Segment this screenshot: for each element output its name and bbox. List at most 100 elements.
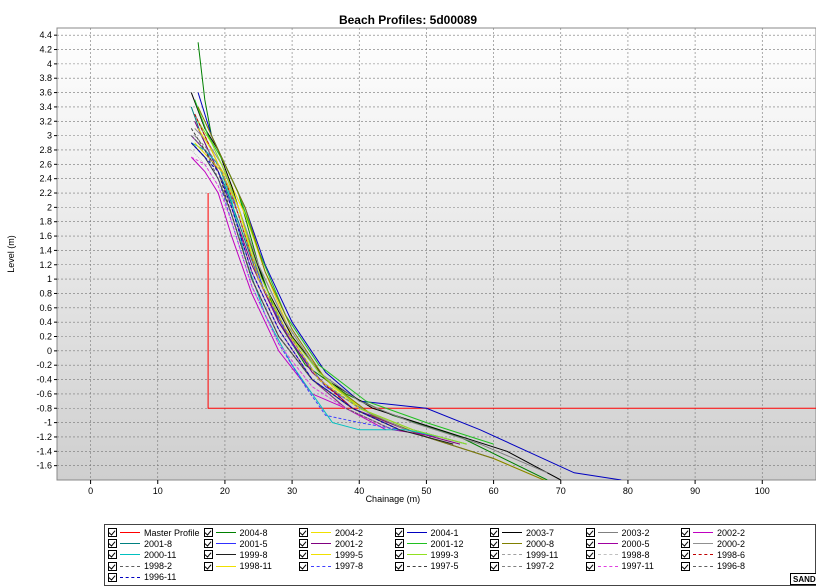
legend-checkbox[interactable] — [394, 561, 404, 571]
legend-label: 1998-2 — [144, 561, 173, 572]
legend-swatch — [215, 543, 236, 545]
legend-item-2001-2[interactable]: 2001-2 — [299, 538, 363, 549]
y-tick-label: 3.4 — [39, 102, 52, 112]
legend-item-2000-8[interactable]: 2000-8 — [490, 538, 554, 549]
legend-item-1997-2[interactable]: 1997-2 — [490, 561, 554, 572]
series-line-master-profile — [207, 193, 816, 409]
legend-checkbox[interactable] — [108, 539, 117, 549]
legend-checkbox[interactable] — [299, 539, 308, 549]
legend-checkbox[interactable] — [490, 528, 499, 537]
y-tick-label: 0.6 — [39, 303, 52, 313]
legend-checkbox[interactable] — [394, 550, 404, 560]
legend-swatch — [502, 554, 522, 556]
legend-checkbox[interactable] — [299, 550, 308, 560]
legend-item-2002-2[interactable]: 2002-2 — [681, 527, 745, 538]
legend-label: 1999-11 — [526, 549, 559, 560]
y-tick-label: 2.8 — [39, 145, 52, 155]
legend-item-2003-2[interactable]: 2003-2 — [585, 527, 650, 538]
plot-area — [56, 27, 816, 481]
legend-checkbox[interactable] — [585, 550, 595, 560]
legend-item-1998-2[interactable]: 1998-2 — [108, 561, 172, 572]
legend-checkbox[interactable] — [203, 561, 213, 571]
legend-swatch — [120, 532, 140, 533]
legend-item-2000-11[interactable]: 2000-11 — [108, 549, 176, 560]
legend-item-1999-11[interactable]: 1999-11 — [490, 549, 558, 560]
legend-item-1999-5[interactable]: 1999-5 — [299, 549, 363, 560]
legend-item-2000-2[interactable]: 2000-2 — [681, 538, 745, 549]
series-line-1997-11 — [191, 156, 347, 409]
legend-item-2004-1[interactable]: 2004-1 — [394, 527, 459, 538]
legend-swatch — [120, 576, 140, 578]
chart-title: Beach Profiles: 5d00089 — [338, 13, 478, 27]
legend-item-1999-3[interactable]: 1999-3 — [394, 549, 459, 560]
legend-item-2004-2[interactable]: 2004-2 — [299, 527, 363, 538]
y-tick-label: 0.2 — [39, 332, 52, 342]
legend-checkbox[interactable] — [681, 528, 690, 537]
y-tick-label: 1.8 — [39, 217, 52, 227]
legend-label: 1997-11 — [621, 561, 654, 572]
legend-checkbox[interactable] — [681, 550, 690, 560]
legend-checkbox[interactable] — [585, 528, 595, 537]
legend-label: 2004-2 — [335, 527, 364, 538]
legend-item-1999-8[interactable]: 1999-8 — [203, 549, 268, 560]
legend-label: 2000-8 — [526, 538, 555, 549]
legend-label: 2003-2 — [621, 527, 650, 538]
x-tick-label: 100 — [755, 486, 770, 496]
legend-checkbox[interactable] — [108, 561, 117, 571]
legend-label: 2001-8 — [144, 538, 173, 549]
legend-item-2001-5[interactable]: 2001-5 — [203, 538, 268, 549]
legend-item-1998-6[interactable]: 1998-6 — [681, 549, 745, 560]
legend-checkbox[interactable] — [490, 561, 499, 571]
legend-checkbox[interactable] — [681, 539, 690, 549]
x-axis-title: Chainage (m) — [366, 494, 421, 504]
legend-checkbox[interactable] — [585, 539, 595, 549]
legend-checkbox[interactable] — [490, 550, 499, 560]
legend-label: 1999-8 — [239, 549, 268, 560]
legend-swatch — [311, 565, 331, 567]
legend: Master Profile 2004-8 2004-2 2004-1 2003-7 20… — [104, 524, 816, 586]
legend-checkbox[interactable] — [203, 550, 213, 560]
legend-checkbox[interactable] — [108, 572, 117, 582]
legend-checkbox[interactable] — [394, 528, 404, 537]
y-tick-label: 4.2 — [39, 45, 52, 55]
legend-item-2001-12[interactable]: 2001-12 — [394, 538, 464, 549]
legend-checkbox[interactable] — [490, 539, 499, 549]
series-line-2001-12 — [194, 99, 494, 445]
legend-label: 2001-2 — [335, 538, 364, 549]
legend-checkbox[interactable] — [108, 550, 117, 560]
legend-checkbox[interactable] — [299, 561, 308, 571]
legend-item-master-profile[interactable]: Master Profile — [108, 527, 200, 538]
legend-item-2000-5[interactable]: 2000-5 — [585, 538, 650, 549]
y-tick-label: 1.6 — [39, 231, 52, 241]
legend-checkbox[interactable] — [299, 528, 308, 537]
legend-item-2004-8[interactable]: 2004-8 — [203, 527, 268, 538]
legend-item-1998-11[interactable]: 1998-11 — [203, 561, 272, 572]
legend-checkbox[interactable] — [394, 539, 404, 549]
y-axis-title: Level (m) — [6, 235, 16, 273]
legend-item-2003-7[interactable]: 2003-7 — [490, 527, 554, 538]
legend-item-1998-8[interactable]: 1998-8 — [585, 549, 650, 560]
legend-checkbox[interactable] — [203, 528, 213, 537]
legend-label: 2000-2 — [717, 538, 746, 549]
y-tick-label: 3.2 — [39, 116, 52, 126]
legend-item-1997-8[interactable]: 1997-8 — [299, 561, 363, 572]
y-tick-label: 1.2 — [39, 260, 52, 270]
y-tick-label: -1.6 — [36, 461, 52, 471]
legend-item-1996-8[interactable]: 1996-8 — [681, 561, 745, 572]
legend-item-1997-5[interactable]: 1997-5 — [394, 561, 459, 572]
legend-checkbox[interactable] — [203, 539, 213, 549]
legend-label: 1999-5 — [335, 549, 364, 560]
legend-item-1997-11[interactable]: 1997-11 — [585, 561, 654, 572]
legend-swatch — [215, 532, 236, 533]
legend-checkbox[interactable] — [108, 528, 117, 537]
legend-checkbox[interactable] — [585, 561, 595, 571]
legend-swatch — [693, 565, 713, 567]
legend-item-2001-8[interactable]: 2001-8 — [108, 538, 172, 549]
sand-label: SAND — [790, 573, 816, 585]
legend-item-1996-11[interactable]: 1996-11 — [108, 572, 176, 583]
legend-label: 1999-3 — [430, 549, 459, 560]
legend-swatch — [120, 543, 140, 545]
legend-checkbox[interactable] — [681, 561, 690, 571]
x-tick-label: 50 — [421, 486, 431, 496]
